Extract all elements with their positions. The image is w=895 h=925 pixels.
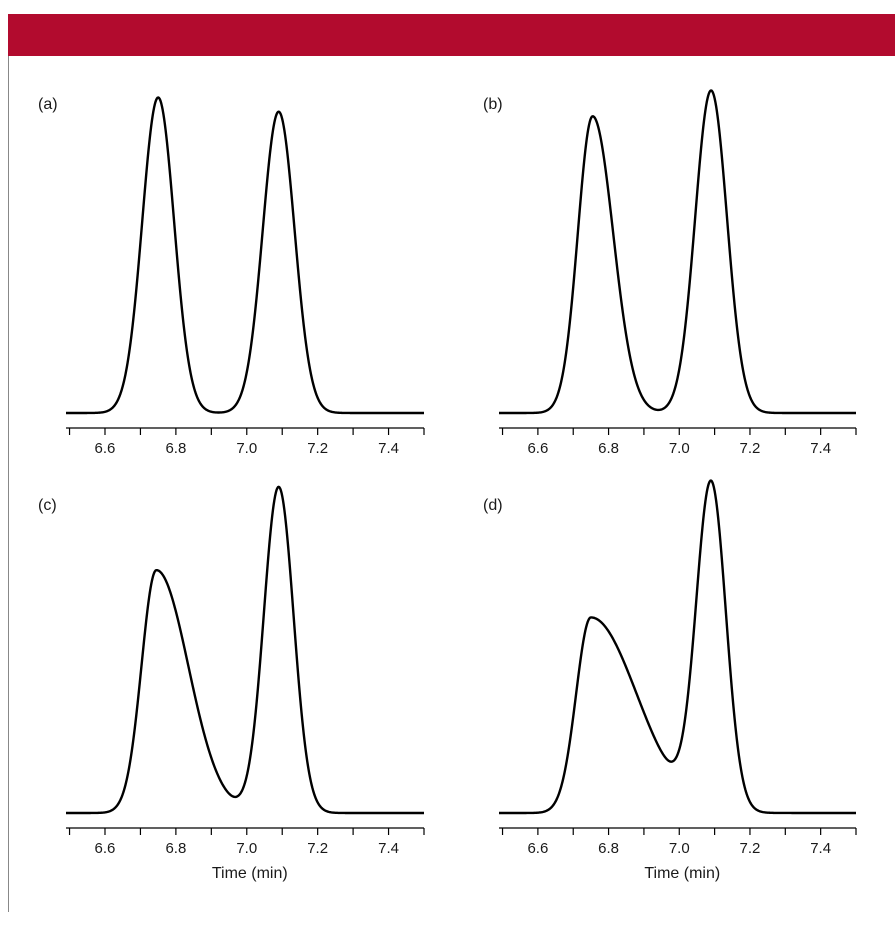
x-ticks <box>68 428 425 435</box>
tick-label: 7.4 <box>810 840 831 857</box>
x-ticks <box>68 828 425 835</box>
tick-label: 7.4 <box>810 440 831 457</box>
tick-label: 6.8 <box>598 840 619 857</box>
tick-label: 7.2 <box>307 840 328 857</box>
chromatogram-trace <box>498 479 857 815</box>
tick-label: 6.8 <box>165 440 186 457</box>
tick-label: 6.8 <box>165 840 186 857</box>
x-ticks <box>501 828 857 835</box>
chromatogram-trace <box>65 96 425 415</box>
panel-d: (d) 6.6 6.8 7.0 7.2 7.4 Time (min) <box>483 479 857 882</box>
panel-b: (b) 6.6 6.8 7.0 7.2 7.4 <box>483 89 857 457</box>
tick-label: 6.6 <box>95 840 116 857</box>
panel-label: (a) <box>38 96 58 113</box>
panel-label: (b) <box>483 96 503 113</box>
tick-label: 6.6 <box>527 840 548 857</box>
tick-label: 7.0 <box>669 840 690 857</box>
tick-label: 7.4 <box>378 440 399 457</box>
chromatogram-trace <box>65 485 425 815</box>
tick-label: 6.6 <box>95 440 116 457</box>
tick-label: 7.2 <box>307 440 328 457</box>
panel-label: (d) <box>483 497 503 514</box>
x-axis-title: Time (min) <box>644 865 720 882</box>
panel-c: (c) 6.6 6.8 7.0 7.2 7.4 Time (min) <box>38 485 425 882</box>
tick-label: 7.2 <box>740 440 761 457</box>
frame-left-rule <box>8 56 9 912</box>
header-banner <box>8 14 895 56</box>
tick-label: 7.0 <box>669 440 690 457</box>
tick-label: 6.6 <box>527 440 548 457</box>
panel-a: (a) 6.6 6.8 7.0 7.2 7.4 <box>38 96 425 457</box>
x-ticks <box>501 428 857 435</box>
tick-label: 7.0 <box>236 840 257 857</box>
tick-label: 7.0 <box>236 440 257 457</box>
x-axis-title: Time (min) <box>212 865 288 882</box>
tick-label: 7.2 <box>740 840 761 857</box>
panel-label: (c) <box>38 497 57 514</box>
tick-label: 7.4 <box>378 840 399 857</box>
chromatogram-trace <box>498 89 857 415</box>
tick-label: 6.8 <box>598 440 619 457</box>
